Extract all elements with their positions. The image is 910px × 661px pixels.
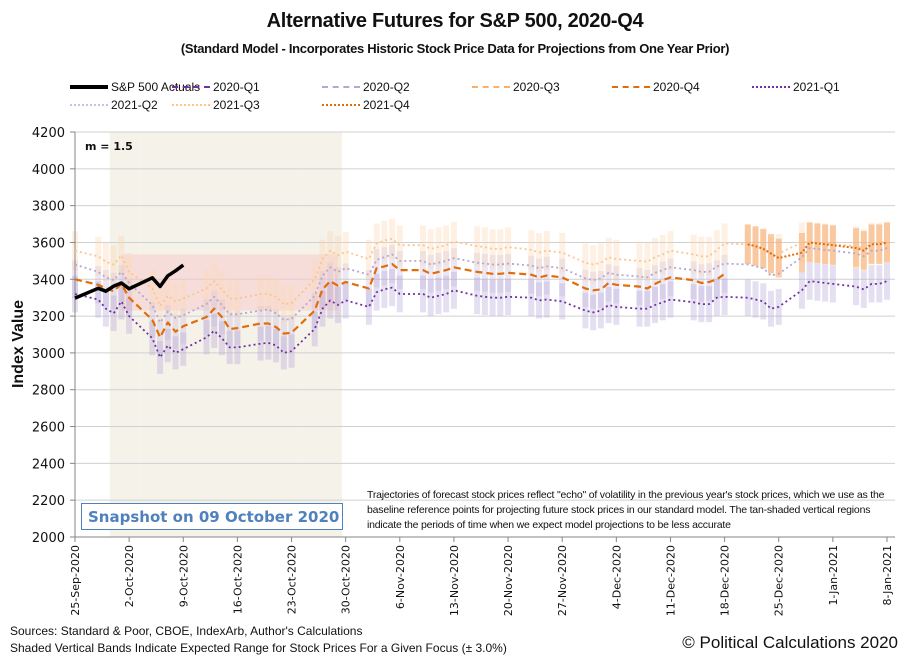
snapshot-label: Snapshot on 09 October 2020 — [81, 503, 343, 530]
legend-swatch — [172, 86, 210, 88]
tan-region — [140, 132, 195, 537]
legend-swatch — [612, 86, 650, 88]
legend-item: 2021-Q4 — [322, 98, 410, 112]
legend-label: 2021-Q2 — [111, 98, 158, 112]
x-tick-label: 30-Oct-2020 — [340, 545, 353, 614]
x-tick-label: 23-Oct-2020 — [286, 545, 299, 614]
y-axis-label: Index Value — [10, 299, 27, 389]
y-tick-label: 2200 — [32, 494, 65, 509]
y-tick-label: 3200 — [32, 310, 65, 325]
y-tick-label: 4200 — [32, 126, 65, 141]
x-tick-label: 20-Nov-2020 — [502, 545, 515, 616]
x-tick-label: 25-Dec-2020 — [773, 545, 786, 616]
series-line-2020-q4 — [74, 262, 726, 339]
legend-swatch — [70, 85, 108, 89]
legend-item: 2020-Q4 — [612, 80, 700, 94]
legend-label: 2020-Q2 — [363, 80, 410, 94]
y-tick-label: 3400 — [32, 273, 65, 288]
x-tick-label: 25-Sep-2020 — [69, 545, 82, 616]
series-line-s-p-500-actuals — [74, 263, 185, 300]
bands-note-text: Shaded Vertical Bands Indicate Expected … — [10, 641, 507, 655]
copyright: © Political Calculations 2020 — [682, 633, 898, 652]
tan-region — [249, 132, 304, 537]
chart-title: Alternative Futures for S&P 500, 2020-Q4 — [266, 10, 644, 32]
legend-item: 2020-Q3 — [472, 80, 560, 94]
x-tick-label: 9-Oct-2020 — [177, 545, 190, 607]
legend-swatch — [472, 86, 510, 88]
legend-label: 2020-Q1 — [213, 80, 260, 94]
legend-item: 2021-Q3 — [172, 98, 260, 112]
y-tick-label: 2800 — [32, 384, 65, 399]
legend-label: 2020-Q4 — [653, 80, 700, 94]
legend-swatch — [322, 104, 360, 106]
legend-label: 2021-Q1 — [793, 80, 840, 94]
x-tick-label: 11-Dec-2020 — [664, 545, 677, 616]
legend-label: S&P 500 Actuals — [111, 80, 201, 94]
legend-swatch — [172, 104, 210, 106]
y-tick-label: 2000 — [32, 531, 65, 546]
x-tick-label: 18-Dec-2020 — [719, 545, 732, 616]
x-tick-label: 1-Jan-2021 — [827, 545, 840, 606]
legend-item: S&P 500 Actuals — [70, 80, 200, 94]
chart-note: Trajectories of forecast stock prices re… — [367, 489, 885, 531]
footer-sources: Sources: Standard & Poor, CBOE, IndexArb… — [10, 623, 507, 657]
x-tick-label: 27-Nov-2020 — [556, 545, 569, 616]
tan-region — [109, 132, 141, 537]
y-tick-label: 3600 — [32, 236, 65, 251]
x-tick-label: 2-Oct-2020 — [123, 545, 136, 607]
tan-region — [194, 132, 249, 537]
legend-item: 2021-Q1 — [752, 80, 840, 94]
x-tick-label: 6-Nov-2020 — [394, 545, 407, 609]
y-tick-label: 2600 — [32, 421, 65, 436]
x-tick-label: 8-Jan-2021 — [881, 545, 894, 606]
legend-swatch — [70, 104, 108, 106]
x-tick-label: 13-Nov-2020 — [448, 545, 461, 616]
sources-text: Sources: Standard & Poor, CBOE, IndexArb… — [10, 624, 363, 638]
chart-subtitle: (Standard Model - Incorporates Historic … — [180, 41, 730, 56]
x-tick-label: 16-Oct-2020 — [231, 545, 244, 614]
legend-item: 2020-Q1 — [172, 80, 260, 94]
legend-swatch — [752, 86, 790, 88]
y-tick-label: 4000 — [32, 163, 65, 178]
x-tick-label: 4-Dec-2020 — [610, 545, 623, 609]
legend-label: 2021-Q4 — [363, 98, 410, 112]
legend-item: 2021-Q2 — [70, 98, 158, 112]
legend-label: 2021-Q3 — [213, 98, 260, 112]
series-line-2021-q1 — [74, 280, 888, 359]
y-tick-label: 3000 — [32, 347, 65, 362]
m-annotation: m = 1.5 — [85, 140, 133, 153]
legend-swatch — [322, 86, 360, 88]
y-tick-label: 3800 — [32, 200, 65, 215]
y-tick-label: 2400 — [32, 457, 65, 472]
legend-item: 2020-Q2 — [322, 80, 410, 94]
series-line-2021-q4 — [747, 241, 888, 260]
legend-label: 2020-Q3 — [513, 80, 560, 94]
